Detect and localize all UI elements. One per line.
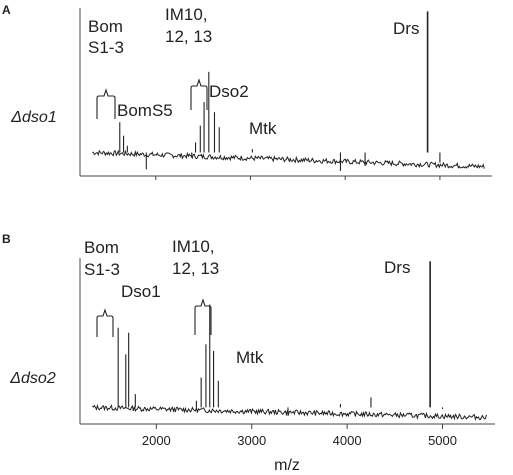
panel-a-bracket-bom bbox=[96, 88, 116, 119]
panel-a-bracket-im bbox=[190, 78, 208, 110]
x-tick-label-3000: 3000 bbox=[237, 433, 266, 448]
panel-b-bracket-im bbox=[194, 298, 212, 335]
panel-a: A Δdso1 Bom S1-3 BomS5 IM10, 12, 13 Dso2… bbox=[2, 3, 492, 180]
panel-a-ylabel: Δdso1 bbox=[10, 109, 56, 126]
panel-a-spectrum-trace bbox=[92, 149, 485, 169]
panel-b-peak-marks bbox=[117, 261, 444, 416]
panel-a-annotation-bom-line1: Bom bbox=[88, 17, 123, 36]
panel-a-letter: A bbox=[2, 3, 11, 17]
x-tick-label-4000: 4000 bbox=[333, 433, 362, 448]
panel-b-annotation-mtk: Mtk bbox=[236, 348, 264, 367]
panel-b-xlabel: m/z bbox=[274, 457, 300, 474]
panel-b-spectrum-trace bbox=[92, 403, 487, 422]
panel-b-annotation-dso1: Dso1 bbox=[121, 282, 161, 301]
panel-b-bracket-bom bbox=[96, 308, 114, 337]
panel-b-annotation-bom-line1: Bom bbox=[84, 238, 119, 257]
panel-b-x-ticks: 2000 3000 4000 5000 bbox=[142, 424, 457, 448]
panel-a-annotation-drs: Drs bbox=[393, 19, 419, 38]
panel-b-letter: B bbox=[2, 232, 11, 246]
x-tick-label-2000: 2000 bbox=[142, 433, 171, 448]
panel-a-annotation-bom-line2: S1-3 bbox=[88, 38, 124, 57]
x-tick-label-5000: 5000 bbox=[428, 433, 457, 448]
panel-a-annotation-im-line2: 12, 13 bbox=[165, 27, 212, 46]
panel-a-annotation-im-line1: IM10, bbox=[165, 5, 208, 24]
panel-b-ylabel: Δdso2 bbox=[9, 370, 56, 387]
panel-b-annotation-drs: Drs bbox=[384, 258, 410, 277]
panel-b-annotation-im-line1: IM10, bbox=[172, 237, 215, 256]
panel-b-annotation-bom-line2: S1-3 bbox=[84, 260, 120, 279]
panel-a-annotation-dso2: Dso2 bbox=[209, 82, 249, 101]
panel-b: B Δdso2 2000 3000 4000 5000 m/z Bom S1-3 Ds… bbox=[2, 232, 495, 474]
panel-a-annotation-boms5: BomS5 bbox=[117, 101, 173, 120]
panel-a-annotation-mtk: Mtk bbox=[249, 119, 277, 138]
panel-b-annotation-im-line2: 12, 13 bbox=[172, 259, 219, 278]
panel-a-peak-marks bbox=[119, 11, 441, 180]
